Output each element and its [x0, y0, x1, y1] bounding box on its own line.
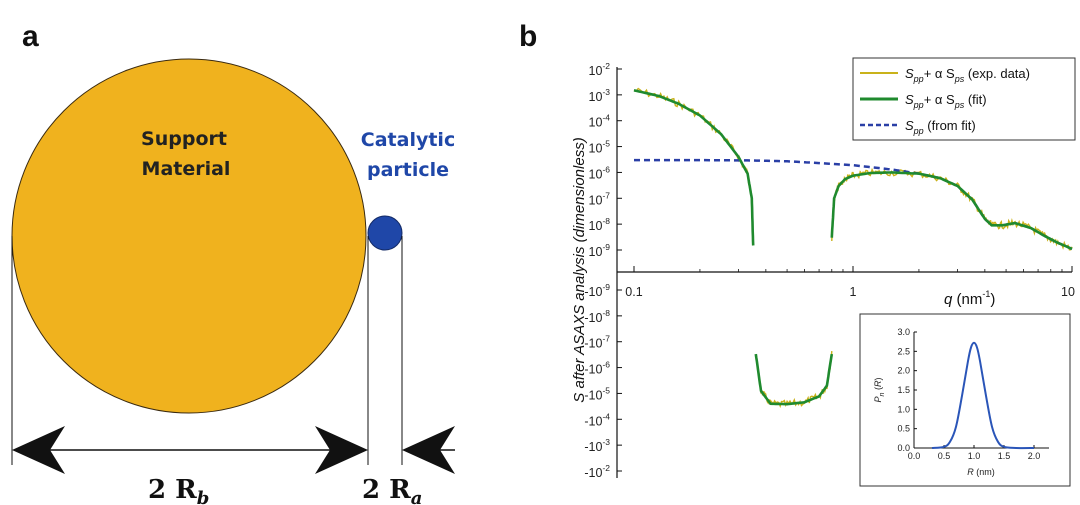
upper-y-tick-label: 10-7: [589, 190, 611, 207]
support-label-line2: Material: [142, 158, 231, 180]
catalytic-label-line1: Catalytic: [361, 129, 455, 151]
legend-entry-spp: Spp (from fit): [905, 118, 976, 136]
inset-x-label: R (nm): [967, 467, 995, 477]
panel-b-label: b: [519, 20, 537, 53]
upper-y-ticks: 10-2 10-3 10-4 10-5 10-6 10-7 10-8 10-9: [589, 61, 622, 259]
inset-y-tick-label: 0.0: [897, 443, 910, 453]
x-ticks: 0.1 1 10: [625, 266, 1075, 299]
panel-a: a Support Material Catalytic particle 2 …: [11, 20, 455, 505]
inset-x-tick-label: 0.5: [938, 451, 951, 461]
exp-data-segment: [831, 167, 1073, 251]
panel-b: b 10-2 10-3 10-4 10-5 10-6 10-7 10-8 10-9 -10-9…: [519, 20, 1076, 487]
series-layer: [633, 87, 1073, 409]
lower-y-tick-label: -10-9: [584, 282, 610, 299]
inset-x-tick-label: 1.0: [968, 451, 981, 461]
legend-entry-fit: Spp+ α Sps (fit): [905, 92, 987, 110]
inset-y-tick-label: 0.5: [897, 424, 910, 434]
inset-chart: 0.0 0.5 1.0 1.5 2.0 0.0 0.5 1.0 1.5 2.0 2.5 3.0 R (…: [859, 313, 1071, 487]
legend-entry-exp: Spp+ α Sps (exp. data): [905, 66, 1030, 84]
upper-y-tick-label: 10-3: [589, 87, 611, 104]
x-tick-label: 0.1: [625, 285, 642, 299]
lower-y-tick-label: -10-8: [584, 308, 610, 325]
upper-y-tick-label: 10-9: [589, 242, 611, 259]
ra-arrowhead: [402, 426, 455, 474]
inset-ticks: 0.0 0.5 1.0 1.5 2.0 0.0 0.5 1.0 1.5 2.0 2.5 3.0: [897, 327, 1040, 461]
fit-segment: [830, 171, 1073, 251]
inset-pn-curve: [931, 341, 1035, 450]
inset-y-tick-label: 1.5: [897, 385, 910, 395]
rb-right-arrowhead: [315, 426, 368, 474]
inset-x-tick-label: 2.0: [1028, 451, 1041, 461]
inset-box: [859, 313, 1071, 487]
inset-y-tick-label: 3.0: [897, 327, 910, 337]
lower-y-ticks: -10-9 -10-8 -10-7 -10-6 -10-5 -10-4 -10-3 -10-2: [584, 282, 622, 480]
legend: Spp+ α Sps (exp. data) Spp+ α Sps (fit) …: [852, 57, 1076, 141]
support-label-line1: Support: [141, 128, 227, 150]
inset-y-tick-label: 1.0: [897, 404, 910, 414]
upper-y-tick-label: 10-4: [589, 113, 611, 130]
lower-y-tick-label: -10-4: [584, 411, 610, 428]
lower-y-tick-label: -10-5: [584, 385, 610, 402]
fit-segment: [633, 89, 755, 246]
ra-label: 2 Ra: [362, 475, 422, 505]
upper-y-tick-label: 10-5: [589, 139, 611, 156]
x-axis-label: q (nm-1): [944, 289, 995, 308]
upper-y-tick-label: 10-8: [589, 216, 611, 233]
x-tick-label: 10: [1061, 285, 1075, 299]
fit-segment: [754, 353, 834, 406]
inset-x-tick-label: 0.0: [908, 451, 921, 461]
y-axis-label: S after ASAXS analysis (dimensionless): [571, 137, 588, 402]
x-tick-label: 1: [850, 285, 857, 299]
rb-left-arrowhead: [12, 426, 65, 474]
inset-y-tick-label: 2.5: [897, 346, 910, 356]
upper-y-tick-label: 10-6: [589, 164, 611, 181]
inset-y-tick-label: 2.0: [897, 366, 910, 376]
panel-a-label: a: [22, 20, 39, 53]
upper-y-tick-label: 10-2: [589, 61, 611, 78]
support-material-circle: [11, 58, 367, 414]
lower-y-tick-label: -10-7: [584, 334, 610, 351]
lower-y-tick-label: -10-3: [584, 437, 610, 454]
spp-from-fit-line: [634, 158, 1073, 251]
rb-label: 2 Rb: [148, 475, 209, 505]
lower-y-tick-label: -10-2: [584, 463, 610, 480]
inset-x-tick-label: 1.5: [998, 451, 1011, 461]
catalytic-particle-circle: [367, 215, 403, 251]
lower-y-tick-label: -10-6: [584, 360, 610, 377]
catalytic-label-line2: particle: [367, 159, 449, 181]
